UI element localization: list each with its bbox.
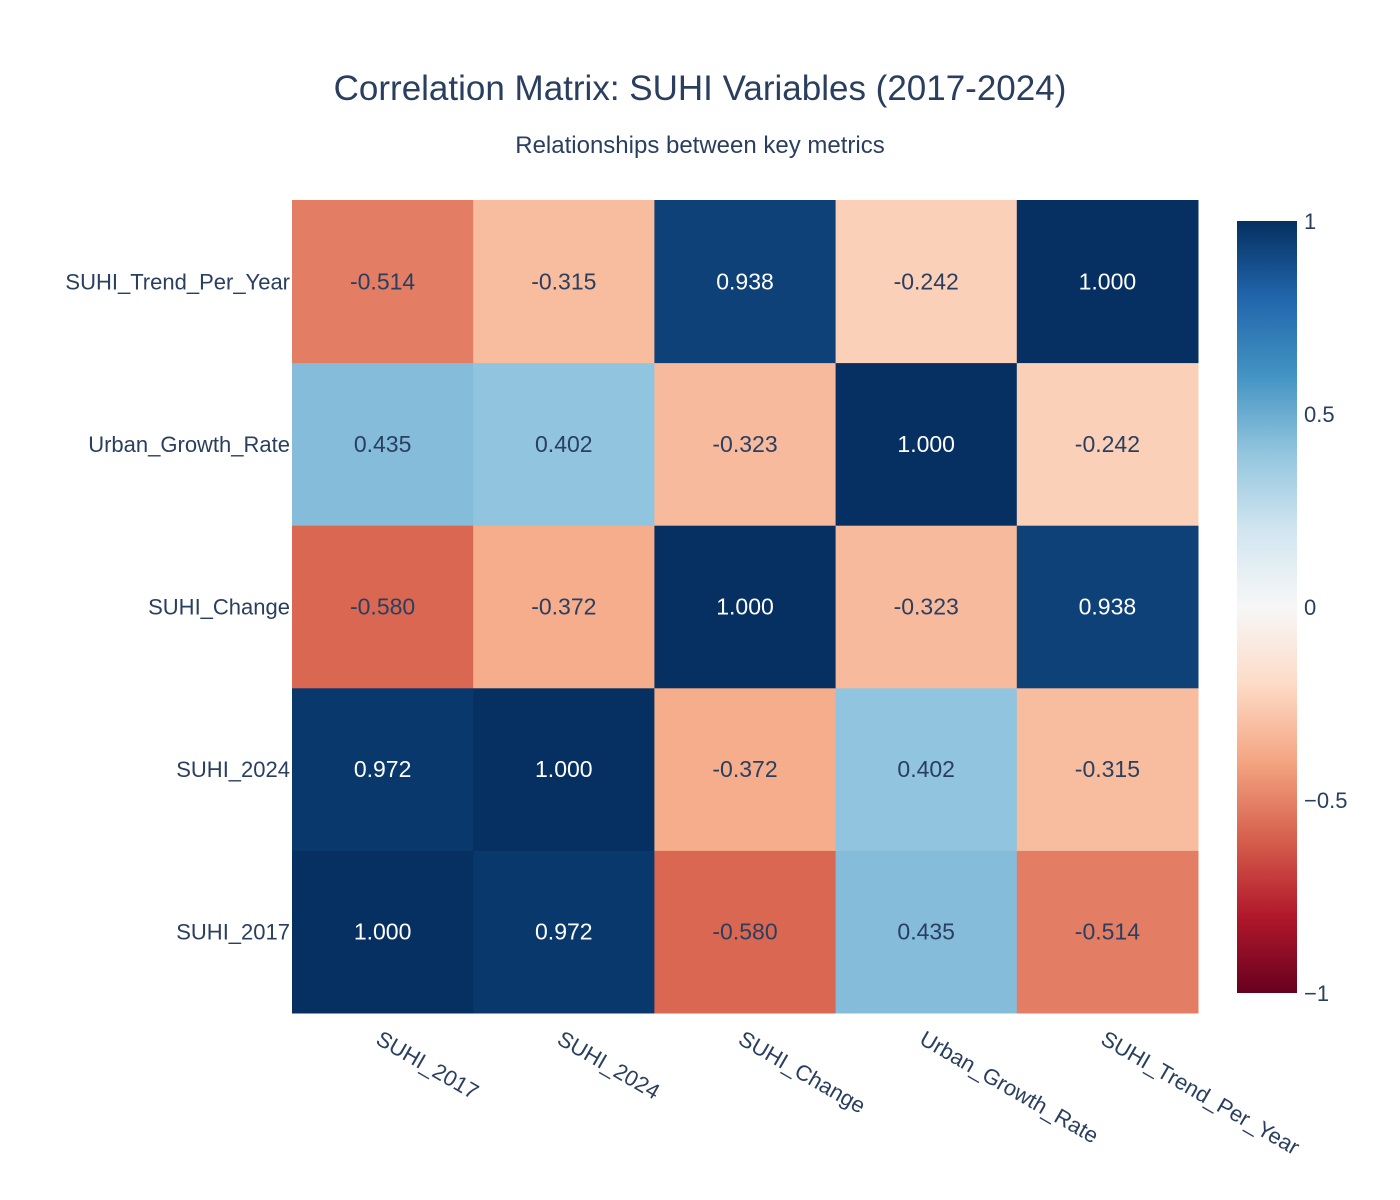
cell-value-label: -0.372 (712, 756, 777, 782)
heatmap-cell[interactable] (835, 362, 1018, 526)
x-tick-label: SUHI_2024 (553, 1026, 664, 1105)
cell-value-label: -0.242 (1075, 431, 1140, 457)
colorbar-tick-label: −1 (1304, 981, 1329, 1006)
cell-value-label: -0.315 (531, 268, 596, 294)
heatmap-cell[interactable] (292, 687, 474, 851)
cell-value-label: 0.402 (535, 431, 593, 457)
cell-value-label: 1.000 (897, 431, 955, 457)
heatmap-cell[interactable] (473, 850, 655, 1014)
cell-value-label: 0.938 (716, 268, 774, 294)
cell-value-label: -0.514 (1075, 919, 1140, 945)
heatmap-cell[interactable] (292, 362, 474, 526)
heatmap-cell[interactable] (835, 850, 1018, 1014)
cell-value-label: 1.000 (354, 919, 412, 945)
heatmap-cell[interactable] (835, 200, 1018, 364)
heatmap-cell[interactable] (1016, 362, 1199, 526)
cell-value-label: -0.580 (712, 919, 777, 945)
y-tick-label: SUHI_2017 (176, 920, 290, 945)
colorbar-tick-label: 0 (1304, 595, 1316, 620)
y-tick-label: SUHI_Trend_Per_Year (65, 269, 290, 294)
heatmap-cell[interactable] (1016, 687, 1199, 851)
colorbar: 1 0.5 0 −0.5 −1 (1237, 209, 1347, 1006)
heatmap-cell[interactable] (654, 200, 837, 364)
cell-value-label: -0.323 (712, 431, 777, 457)
cell-value-label: 0.435 (897, 919, 955, 945)
heatmap-cell[interactable] (292, 200, 474, 364)
x-tick-label: Urban_Growth_Rate (916, 1026, 1103, 1149)
y-tick-label: SUHI_Change (148, 595, 290, 620)
cell-value-label: 1.000 (535, 756, 593, 782)
x-tick-label: SUHI_Trend_Per_Year (1097, 1026, 1304, 1160)
cell-value-label: 0.402 (897, 756, 955, 782)
x-axis-labels: SUHI_2017 SUHI_2024 SUHI_Change Urban_Growt… (372, 1026, 1304, 1160)
colorbar-tick-label: 0.5 (1304, 402, 1335, 427)
x-tick-label: SUHI_2017 (372, 1026, 483, 1105)
cell-value-label: -0.372 (531, 594, 596, 620)
heatmap-cell[interactable] (292, 525, 474, 689)
y-tick-label: Urban_Growth_Rate (88, 432, 290, 457)
heatmap-cell[interactable] (835, 687, 1018, 851)
heatmap-cell[interactable] (654, 525, 837, 689)
heatmap-cell[interactable] (835, 525, 1018, 689)
x-tick-label: SUHI_Change (734, 1026, 869, 1119)
colorbar-tick-label: 1 (1304, 209, 1316, 234)
heatmap-cell[interactable] (473, 200, 655, 364)
heatmap-cell[interactable] (654, 850, 837, 1014)
chart-title: Correlation Matrix: SUHI Variables (2017… (334, 69, 1067, 108)
y-axis-labels: SUHI_2017 SUHI_2024 SUHI_Change Urban_Growt… (65, 269, 290, 944)
cell-value-label: -0.242 (894, 268, 959, 294)
colorbar-tick-label: −0.5 (1304, 788, 1347, 813)
cell-value-label: 1.000 (1079, 268, 1137, 294)
heatmap-cell[interactable] (654, 687, 837, 851)
heatmap-cells: 1.000 0.972 -0.580 0.435 -0.514 0.972 1.000 -0.… (292, 200, 1199, 1014)
cell-value-label: -0.580 (350, 594, 415, 620)
heatmap-cell[interactable] (1016, 200, 1199, 364)
heatmap-cell[interactable] (473, 362, 655, 526)
heatmap-cell[interactable] (1016, 850, 1199, 1014)
colorbar-gradient (1237, 221, 1297, 993)
heatmap-cell[interactable] (292, 850, 474, 1014)
chart-subtitle: Relationships between key metrics (515, 132, 885, 159)
cell-value-label: -0.323 (894, 594, 959, 620)
cell-value-label: 0.972 (535, 919, 593, 945)
cell-value-label: -0.315 (1075, 756, 1140, 782)
heatmap-cell[interactable] (473, 687, 655, 851)
cell-value-label: 1.000 (716, 594, 774, 620)
cell-value-label: -0.514 (350, 268, 415, 294)
heatmap-cell[interactable] (654, 362, 837, 526)
heatmap-cell[interactable] (1016, 525, 1199, 689)
heatmap-cell[interactable] (473, 525, 655, 689)
cell-value-label: 0.972 (354, 756, 412, 782)
cell-value-label: 0.938 (1079, 594, 1137, 620)
y-tick-label: SUHI_2024 (176, 757, 290, 782)
cell-value-label: 0.435 (354, 431, 412, 457)
